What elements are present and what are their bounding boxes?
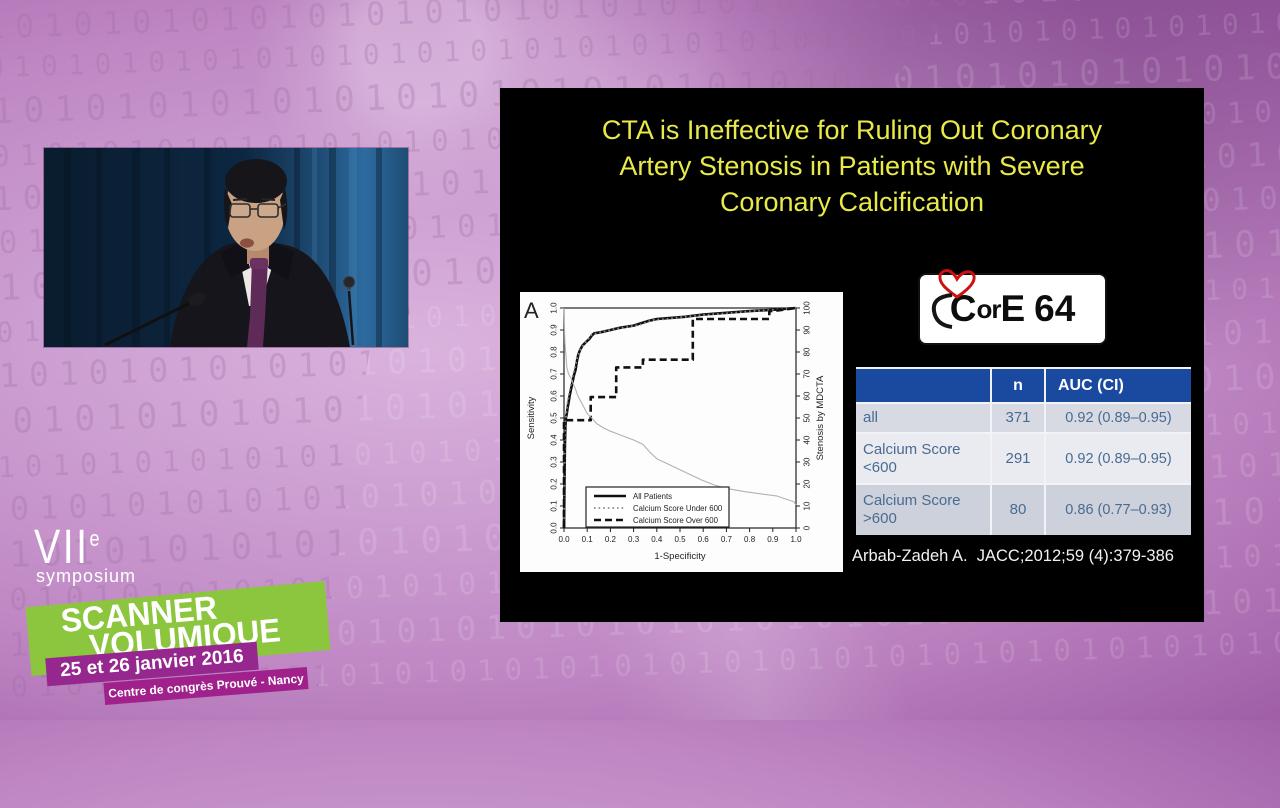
- svg-text:0.3: 0.3: [550, 456, 559, 468]
- table-cell: Calcium Score <600: [856, 432, 991, 484]
- svg-text:1-Specificity: 1-Specificity: [654, 551, 705, 562]
- svg-text:50: 50: [803, 413, 812, 422]
- svg-text:0.4: 0.4: [651, 535, 663, 544]
- roc-figure-panel: 0.0 0.1 0.2 0.3 0.4 0.5 0.6 0.7 0.8 0.9 1.0 0.0 0.1 0…: [520, 292, 843, 572]
- speaker-webcam-photo: [43, 147, 409, 348]
- presentation-slide: CTA is Ineffective for Ruling Out Corona…: [500, 88, 1204, 622]
- svg-text:70: 70: [803, 369, 812, 378]
- svg-text:0.7: 0.7: [721, 535, 733, 544]
- roc-chart-svg: 0.0 0.1 0.2 0.3 0.4 0.5 0.6 0.7 0.8 0.9 1.0 0.0 0.1 0…: [524, 298, 826, 562]
- table-cell: 80: [990, 483, 1045, 535]
- logo-swirl-icon: [931, 293, 953, 329]
- slide-title-line-3: Coronary Calcification: [719, 187, 985, 217]
- table-header-cell: AUC (CI): [1044, 367, 1191, 403]
- speaker-photo-drawing: [44, 148, 408, 347]
- heart-icon: [938, 269, 976, 299]
- table-row: all 371 0.92 (0.89–0.95): [856, 402, 1191, 433]
- slide-title-line-1: CTA is Ineffective for Ruling Out Corona…: [601, 115, 1103, 145]
- results-table-body: all 371 0.92 (0.89–0.95) Calcium Score <600…: [856, 402, 1191, 535]
- table-row: Calcium Score <600 291 0.92 (0.89–0.95): [856, 432, 1191, 484]
- svg-text:1.0: 1.0: [550, 302, 559, 314]
- svg-text:0.9: 0.9: [767, 535, 779, 544]
- curtain-highlights: [312, 148, 357, 347]
- svg-text:0.5: 0.5: [674, 535, 686, 544]
- svg-text:Stenosis by MDCTA: Stenosis by MDCTA: [815, 375, 826, 460]
- logo-number: 64: [1034, 288, 1076, 329]
- svg-text:0.7: 0.7: [550, 368, 559, 380]
- table-header-cell: n: [990, 367, 1045, 403]
- svg-text:0.5: 0.5: [550, 412, 559, 424]
- results-table-header: n AUC (CI): [856, 367, 1191, 403]
- table-row: Calcium Score >600 80 0.86 (0.77–0.93): [856, 483, 1191, 535]
- logo-letter-e: E: [1000, 288, 1026, 329]
- svg-text:Sensitivity: Sensitivity: [526, 396, 537, 439]
- table-header-row: n AUC (CI): [856, 367, 1191, 403]
- curtain-folds: [64, 148, 382, 347]
- svg-text:40: 40: [803, 435, 812, 444]
- svg-text:10: 10: [803, 501, 812, 510]
- results-table: n AUC (CI) all 371 0.92 (0.89–0.95) Calcium …: [856, 367, 1191, 535]
- svg-text:All Patients: All Patients: [633, 492, 672, 501]
- svg-text:0.9: 0.9: [550, 324, 559, 336]
- symposium-label: symposium: [36, 566, 137, 586]
- svg-text:80: 80: [803, 347, 812, 356]
- svg-text:0.0: 0.0: [550, 522, 559, 534]
- table-cell: 0.86 (0.77–0.93): [1044, 483, 1191, 535]
- table-cell: Calcium Score >600: [856, 483, 991, 535]
- svg-text:0: 0: [803, 525, 812, 530]
- svg-text:0.6: 0.6: [550, 390, 559, 402]
- svg-text:A: A: [524, 298, 539, 323]
- logo-letters-or: or: [976, 293, 1001, 324]
- svg-text:0.8: 0.8: [550, 346, 559, 358]
- table-cell: 0.92 (0.89–0.95): [1044, 402, 1191, 433]
- svg-text:Calcium Score Under 600: Calcium Score Under 600: [633, 504, 723, 513]
- svg-text:1.0: 1.0: [790, 535, 802, 544]
- citation-text: Arbab-Zadeh A. JACC;2012;59 (4):379-386: [852, 547, 1174, 565]
- table-cell: 0.92 (0.89–0.95): [1044, 432, 1191, 484]
- svg-text:0.3: 0.3: [628, 535, 640, 544]
- table-cell: all: [856, 402, 991, 433]
- svg-text:0.2: 0.2: [550, 478, 559, 490]
- edition-number: VIIe: [34, 520, 100, 575]
- svg-text:0.4: 0.4: [550, 434, 559, 446]
- glasses-icon: [229, 203, 287, 218]
- svg-text:0.8: 0.8: [744, 535, 756, 544]
- svg-text:0.2: 0.2: [605, 535, 617, 544]
- slide-title: CTA is Ineffective for Ruling Out Corona…: [500, 112, 1204, 220]
- svg-text:100: 100: [803, 301, 812, 315]
- edition-sup: e: [89, 526, 100, 551]
- svg-text:Calcium Score Over 600: Calcium Score Over 600: [633, 516, 719, 525]
- table-cell: 371: [990, 402, 1045, 433]
- table-cell: 291: [990, 432, 1045, 484]
- svg-text:0.1: 0.1: [582, 535, 594, 544]
- svg-text:30: 30: [803, 457, 812, 466]
- table-header-cell: [856, 367, 991, 403]
- svg-text:60: 60: [803, 391, 812, 400]
- slide-title-line-2: Artery Stenosis in Patients with Severe: [619, 151, 1085, 181]
- edition-roman: VII: [34, 521, 90, 574]
- svg-text:90: 90: [803, 325, 812, 334]
- svg-text:20: 20: [803, 479, 812, 488]
- podium-microphones: [104, 276, 355, 347]
- svg-text:0.1: 0.1: [550, 500, 559, 512]
- speaker-figure: [170, 159, 350, 347]
- svg-text:0.6: 0.6: [698, 535, 710, 544]
- svg-text:0.0: 0.0: [558, 535, 570, 544]
